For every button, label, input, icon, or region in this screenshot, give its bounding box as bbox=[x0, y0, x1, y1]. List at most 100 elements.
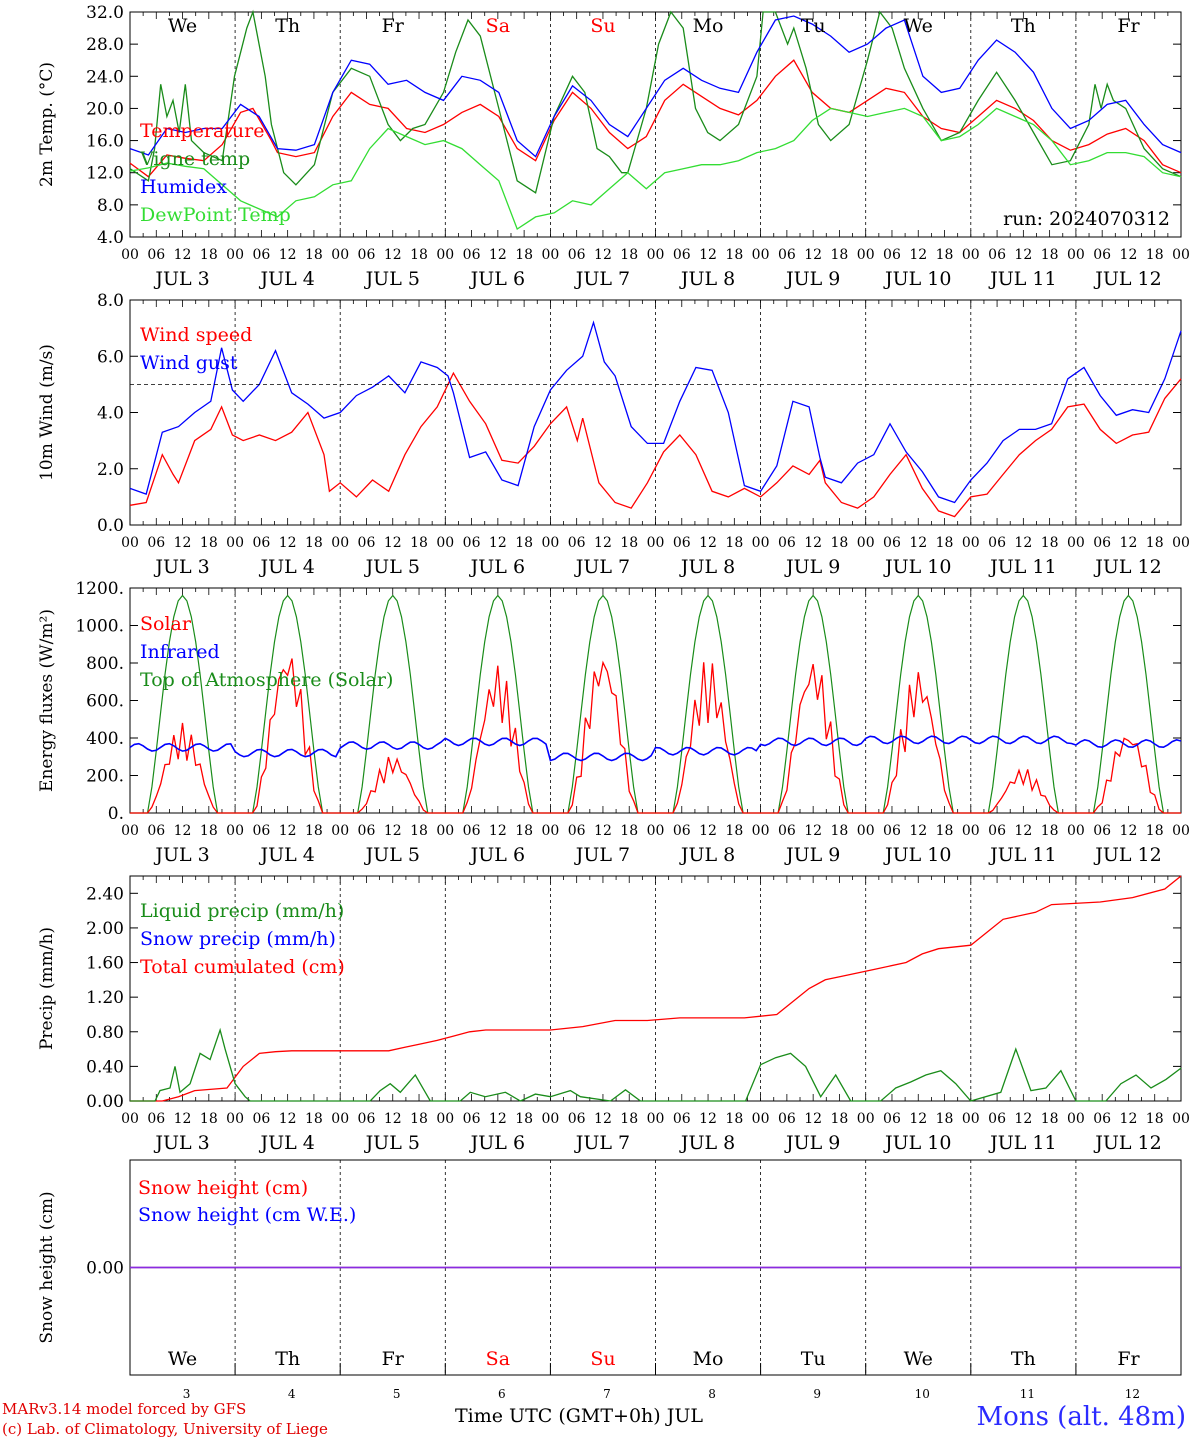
hour-tick-label: 12 bbox=[1120, 1111, 1138, 1127]
hour-tick-label: 06 bbox=[463, 1111, 481, 1127]
hour-tick-label: 06 bbox=[778, 1111, 796, 1127]
weekday-label: Fr bbox=[1117, 1348, 1140, 1370]
hour-tick-label: 18 bbox=[410, 1111, 428, 1127]
hour-tick-label: 18 bbox=[620, 247, 638, 263]
hour-tick-label: 12 bbox=[174, 823, 192, 839]
hour-tick-label: 00 bbox=[331, 535, 349, 551]
day-number: 3 bbox=[183, 1387, 191, 1401]
hour-tick-label: 18 bbox=[620, 823, 638, 839]
hour-tick-label: 06 bbox=[358, 1111, 376, 1127]
hour-tick-label: 06 bbox=[463, 535, 481, 551]
legend-entry: Infrared bbox=[140, 641, 220, 663]
day-label: JUL 4 bbox=[258, 1132, 314, 1154]
hour-tick-label: 06 bbox=[252, 823, 270, 839]
legend-entry: Total cumulated (cm) bbox=[140, 956, 345, 978]
weekday-label: Tu bbox=[801, 1348, 826, 1370]
hour-tick-label: 18 bbox=[831, 535, 849, 551]
hour-tick-label: 06 bbox=[358, 535, 376, 551]
hour-tick-label: 18 bbox=[1146, 823, 1164, 839]
day-label: JUL 6 bbox=[469, 556, 525, 578]
hour-tick-label: 00 bbox=[1172, 823, 1190, 839]
hour-tick-label: 12 bbox=[1014, 823, 1032, 839]
hour-tick-label: 00 bbox=[226, 1111, 244, 1127]
day-number: 7 bbox=[603, 1387, 611, 1401]
hour-tick-label: 12 bbox=[1120, 823, 1138, 839]
hour-tick-label: 00 bbox=[1067, 1111, 1085, 1127]
hour-tick-label: 18 bbox=[725, 247, 743, 263]
series-humidex bbox=[129, 15, 1182, 158]
weekday-label: Th bbox=[275, 1348, 300, 1370]
day-label: JUL 6 bbox=[469, 844, 525, 866]
legend-entry: Snow height (cm) bbox=[138, 1177, 308, 1199]
hour-tick-label: 18 bbox=[305, 823, 323, 839]
hour-tick-label: 12 bbox=[699, 247, 717, 263]
hour-tick-label: 00 bbox=[436, 247, 454, 263]
hour-tick-label: 00 bbox=[541, 535, 559, 551]
day-label: JUL 5 bbox=[364, 1132, 420, 1154]
run-annotation: run: 2024070312 bbox=[1003, 208, 1170, 230]
hour-tick-label: 00 bbox=[541, 1111, 559, 1127]
y-tick-label: 200. bbox=[86, 767, 124, 787]
weekday-label: Sa bbox=[486, 15, 510, 37]
hour-tick-label: 06 bbox=[778, 247, 796, 263]
y-tick-label: 0.80 bbox=[86, 1023, 124, 1043]
hour-tick-label: 12 bbox=[909, 823, 927, 839]
legend-entry: Wind gust bbox=[140, 352, 238, 374]
day-number: 9 bbox=[813, 1387, 821, 1401]
day-label: JUL 10 bbox=[883, 556, 951, 578]
y-tick-label: 4.0 bbox=[97, 228, 124, 248]
day-label: JUL 8 bbox=[679, 1132, 735, 1154]
day-label: JUL 9 bbox=[784, 268, 840, 290]
hour-tick-label: 18 bbox=[305, 535, 323, 551]
y-tick-label: 24.0 bbox=[86, 67, 124, 87]
hour-tick-label: 12 bbox=[1014, 247, 1032, 263]
hour-tick-label: 12 bbox=[279, 823, 297, 839]
hour-tick-label: 18 bbox=[200, 1111, 218, 1127]
hour-tick-label: 12 bbox=[174, 535, 192, 551]
hour-tick-label: 00 bbox=[962, 823, 980, 839]
day-label: JUL 7 bbox=[574, 268, 630, 290]
hour-tick-label: 06 bbox=[883, 823, 901, 839]
hour-tick-label: 12 bbox=[594, 247, 612, 263]
weekday-label: We bbox=[168, 1348, 197, 1370]
hour-tick-label: 18 bbox=[936, 1111, 954, 1127]
y-tick-label: 16.0 bbox=[86, 132, 124, 152]
day-label: JUL 10 bbox=[883, 844, 951, 866]
hour-tick-label: 18 bbox=[1041, 535, 1059, 551]
weekday-label: We bbox=[168, 15, 197, 37]
hour-tick-label: 06 bbox=[1093, 247, 1111, 263]
day-label: JUL 6 bbox=[469, 1132, 525, 1154]
hour-tick-label: 18 bbox=[410, 823, 428, 839]
day-label: JUL 3 bbox=[153, 268, 209, 290]
weekday-label: Tu bbox=[801, 15, 826, 37]
hour-tick-label: 00 bbox=[962, 247, 980, 263]
y-axis-label: 2m Temp. (°C) bbox=[37, 62, 57, 187]
hour-tick-label: 18 bbox=[410, 247, 428, 263]
hour-tick-label: 12 bbox=[489, 247, 507, 263]
weekday-label: Fr bbox=[382, 15, 405, 37]
legend-entry: Solar bbox=[140, 613, 192, 635]
y-tick-label: 0. bbox=[108, 804, 124, 824]
panel-wind bbox=[129, 299, 1182, 526]
hour-tick-label: 00 bbox=[436, 1111, 454, 1127]
hour-tick-label: 12 bbox=[594, 535, 612, 551]
hour-tick-label: 18 bbox=[936, 247, 954, 263]
y-tick-label: 0.0 bbox=[97, 516, 124, 536]
hour-tick-label: 06 bbox=[673, 823, 691, 839]
hour-tick-label: 00 bbox=[647, 247, 665, 263]
legend-entry: Top of Atmosphere (Solar) bbox=[140, 669, 393, 691]
hour-tick-label: 00 bbox=[1067, 535, 1085, 551]
weekday-label: Fr bbox=[382, 1348, 405, 1370]
panel-energy bbox=[129, 587, 1182, 814]
day-number: 6 bbox=[498, 1387, 506, 1401]
hour-tick-label: 00 bbox=[226, 823, 244, 839]
weekday-label: We bbox=[904, 1348, 933, 1370]
day-label: JUL 7 bbox=[574, 1132, 630, 1154]
hour-tick-label: 06 bbox=[1093, 1111, 1111, 1127]
y-tick-label: 2.40 bbox=[86, 884, 124, 904]
day-label: JUL 8 bbox=[679, 556, 735, 578]
plot-frame bbox=[129, 299, 1182, 526]
hour-tick-label: 18 bbox=[1041, 823, 1059, 839]
y-tick-label: 2.0 bbox=[97, 460, 124, 480]
weekday-label: Mo bbox=[693, 15, 724, 37]
